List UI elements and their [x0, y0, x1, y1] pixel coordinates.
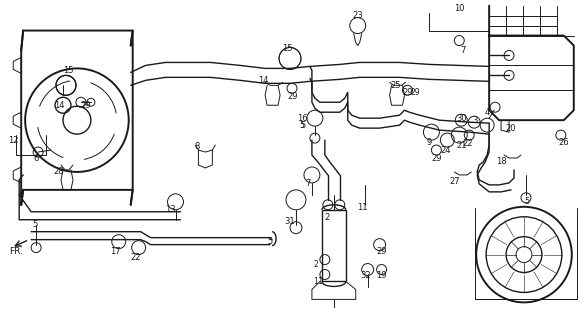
Text: 19: 19: [376, 271, 387, 280]
Text: 5: 5: [267, 237, 273, 246]
Text: 27: 27: [449, 177, 460, 187]
Text: 15: 15: [63, 66, 73, 75]
Bar: [322, 210, 346, 282]
Text: 1: 1: [314, 277, 318, 286]
Text: 28: 28: [54, 167, 64, 176]
Text: 13: 13: [165, 205, 176, 214]
Text: 17: 17: [111, 247, 121, 256]
Text: 5: 5: [300, 121, 304, 130]
Text: 4: 4: [484, 108, 490, 117]
Text: 20: 20: [506, 124, 517, 132]
Text: 1: 1: [317, 277, 322, 286]
Text: 15: 15: [282, 44, 292, 53]
Text: 29: 29: [376, 247, 387, 256]
Text: 11: 11: [357, 203, 368, 212]
Text: 10: 10: [454, 4, 464, 13]
Text: 5: 5: [300, 121, 305, 130]
Text: 22: 22: [462, 139, 473, 148]
Text: 22: 22: [130, 253, 141, 262]
Text: 7: 7: [460, 46, 466, 55]
Text: 14: 14: [258, 76, 269, 85]
Text: 31: 31: [285, 217, 295, 226]
Text: 12: 12: [8, 136, 19, 145]
Text: 5: 5: [33, 220, 38, 229]
Text: 16: 16: [297, 114, 307, 123]
Text: 29: 29: [411, 88, 420, 97]
Text: 2: 2: [314, 260, 318, 269]
Text: 26: 26: [559, 138, 569, 147]
Text: 21: 21: [456, 140, 466, 149]
Text: 25: 25: [390, 81, 401, 90]
Text: 18: 18: [495, 157, 507, 166]
Text: 5: 5: [524, 197, 529, 206]
Text: 7: 7: [305, 180, 311, 188]
Text: 29: 29: [431, 154, 442, 163]
Text: 3: 3: [473, 116, 478, 125]
Text: 24: 24: [440, 146, 450, 155]
Text: 30: 30: [456, 114, 467, 123]
Text: 8: 8: [195, 141, 200, 151]
Text: 23: 23: [352, 11, 363, 20]
Text: 32: 32: [360, 271, 371, 280]
Text: 6: 6: [33, 154, 39, 163]
Text: FR.: FR.: [9, 247, 23, 256]
Text: 9: 9: [427, 138, 432, 147]
Text: 29: 29: [402, 88, 413, 97]
Text: 2: 2: [324, 213, 329, 222]
Text: 29: 29: [288, 92, 298, 101]
Text: 14: 14: [54, 101, 64, 110]
Text: 29: 29: [81, 101, 91, 110]
